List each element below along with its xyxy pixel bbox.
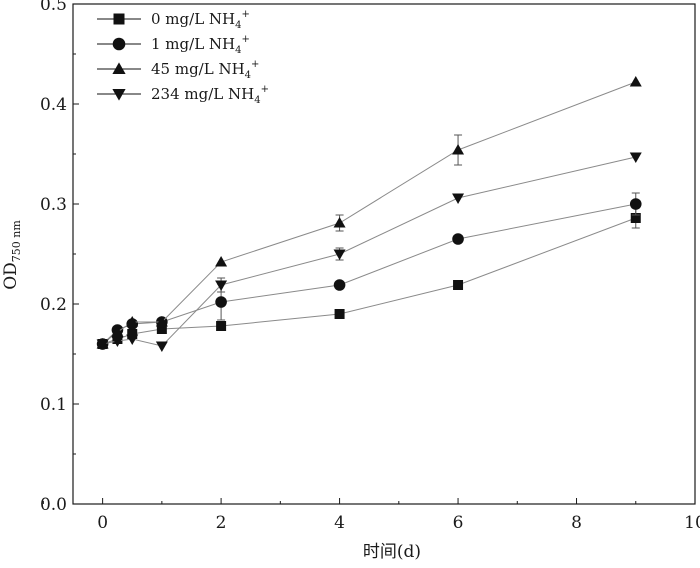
data-point bbox=[155, 341, 168, 352]
y-tick-label: 0.2 bbox=[40, 295, 67, 315]
y-axis-title-main: OD bbox=[1, 262, 21, 290]
data-point bbox=[452, 193, 465, 204]
data-point bbox=[629, 198, 642, 210]
x-tick-label: 2 bbox=[216, 513, 227, 533]
series-line bbox=[102, 156, 636, 347]
x-axis-title: 时间(d) bbox=[363, 542, 421, 562]
series-triangle-up bbox=[96, 76, 642, 349]
legend-marker-triangle-up bbox=[112, 62, 126, 74]
data-point bbox=[111, 336, 124, 347]
series-circle bbox=[96, 192, 642, 350]
axis-ticks: 0 2 4 6 8 10 0.0 0.1 0.2 0.3 0.4 0.5 bbox=[40, 0, 700, 533]
x-tick-label: 0 bbox=[97, 513, 108, 533]
data-point bbox=[629, 152, 642, 163]
series-layer bbox=[96, 76, 642, 352]
legend-label-main: 234 mg/L NH bbox=[151, 85, 254, 103]
legend-marker-circle bbox=[112, 37, 126, 51]
y-tick-label: 0.3 bbox=[40, 195, 67, 215]
legend-entry: 1 mg/L NH4+ bbox=[97, 34, 250, 56]
legend-label-sup: + bbox=[261, 84, 269, 95]
legend-label-sup: + bbox=[251, 59, 259, 70]
series-line bbox=[102, 81, 636, 345]
x-tick-label: 10 bbox=[684, 513, 700, 533]
data-point bbox=[215, 296, 227, 308]
y-tick-label: 0.5 bbox=[40, 0, 67, 15]
x-tick-label: 4 bbox=[334, 513, 345, 533]
legend-marker-square bbox=[113, 13, 125, 25]
legend-marker-triangle-down bbox=[112, 89, 126, 101]
y-axis-title-sub: 750 nm bbox=[10, 220, 23, 263]
legend-label: 0 mg/L NH4+ bbox=[151, 9, 250, 31]
data-point bbox=[96, 339, 109, 350]
data-point bbox=[452, 144, 465, 155]
legend-label-main: 1 mg/L NH bbox=[151, 35, 235, 53]
legend-entry: 0 mg/L NH4+ bbox=[97, 9, 250, 31]
legend-entry: 234 mg/L NH4+ bbox=[97, 84, 269, 106]
legend-label-sub: 4 bbox=[235, 45, 241, 56]
data-point bbox=[333, 279, 346, 291]
plot-frame bbox=[72, 3, 696, 505]
legend-label-main: 45 mg/L NH bbox=[151, 60, 245, 78]
data-point bbox=[453, 280, 464, 290]
y-axis-title: OD750 nm bbox=[1, 220, 23, 290]
data-point bbox=[155, 316, 168, 327]
series-line bbox=[102, 203, 636, 345]
data-point bbox=[215, 256, 228, 267]
data-point bbox=[630, 213, 641, 223]
data-point bbox=[334, 309, 345, 319]
legend-label-sup: + bbox=[242, 9, 250, 20]
data-point bbox=[127, 329, 138, 339]
data-point bbox=[126, 316, 139, 327]
data-point bbox=[156, 324, 167, 334]
data-point bbox=[333, 217, 346, 228]
data-point bbox=[629, 76, 642, 87]
y-tick-label: 0.0 bbox=[40, 495, 67, 515]
plot-border bbox=[72, 3, 696, 505]
data-point bbox=[111, 326, 124, 337]
legend-label-main: 0 mg/L NH bbox=[151, 10, 235, 28]
legend-label: 45 mg/L NH4+ bbox=[151, 59, 259, 81]
legend-label-sub: 4 bbox=[235, 20, 241, 31]
series-triangle-down bbox=[96, 152, 642, 352]
y-tick-label: 0.4 bbox=[40, 95, 67, 115]
x-tick-label: 8 bbox=[571, 513, 582, 533]
legend-label-sup: + bbox=[242, 34, 250, 45]
legend-label-sub: 4 bbox=[245, 70, 251, 81]
data-point bbox=[216, 321, 227, 331]
legend-entry: 45 mg/L NH4+ bbox=[97, 59, 259, 81]
data-point bbox=[215, 280, 228, 291]
legend-label: 1 mg/L NH4+ bbox=[151, 34, 250, 56]
legend-label: 234 mg/L NH4+ bbox=[151, 84, 269, 106]
legend: 0 mg/L NH4+1 mg/L NH4+45 mg/L NH4+234 mg… bbox=[97, 9, 269, 106]
data-point bbox=[333, 249, 346, 260]
legend-label-sub: 4 bbox=[254, 95, 260, 106]
data-point bbox=[452, 233, 464, 245]
y-tick-label: 0.1 bbox=[40, 395, 67, 415]
data-point bbox=[126, 334, 139, 345]
x-tick-label: 6 bbox=[453, 513, 464, 533]
